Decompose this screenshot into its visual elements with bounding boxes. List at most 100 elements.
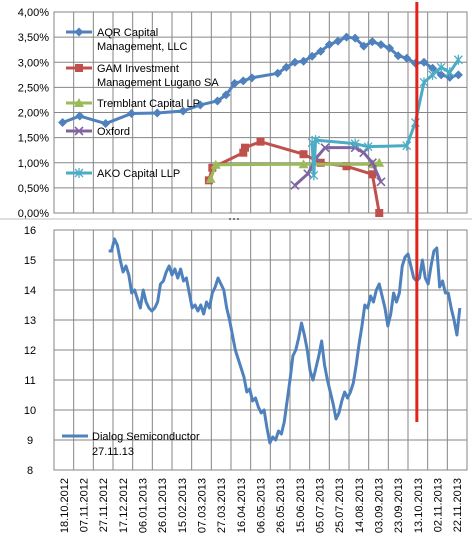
top-series-0-point bbox=[58, 118, 68, 128]
bottom-x-tick-label: 26.01.2013 bbox=[157, 478, 169, 533]
top-y-tick-label: 3,00% bbox=[18, 57, 49, 69]
bottom-y-tick-label: 8 bbox=[27, 465, 33, 477]
legend-label-1: GAM Investment bbox=[97, 63, 179, 75]
top-series-4-point bbox=[453, 54, 463, 65]
top-y-tick-label: 0,00% bbox=[18, 208, 49, 220]
bottom-x-tick-label: 06.05.2013 bbox=[256, 478, 268, 533]
top-series-0-point bbox=[436, 70, 446, 80]
top-y-tick-label: 3,50% bbox=[18, 32, 49, 44]
top-series-2-point bbox=[374, 157, 385, 167]
top-series-0-point bbox=[178, 106, 188, 116]
top-series-4-point bbox=[311, 135, 321, 146]
bottom-series-line bbox=[108, 237, 462, 445]
top-series-0-point bbox=[428, 63, 438, 73]
legend-swatch-marker bbox=[74, 126, 84, 136]
top-series-0-point bbox=[126, 109, 136, 119]
bottom-chart: 8 9 10 11 12 13 14 15 16 18.10.2012 07.11.2012 27.1… bbox=[24, 225, 468, 533]
bottom-y-tick-label: 14 bbox=[24, 285, 36, 297]
top-y-tick-label: 1,50% bbox=[18, 133, 49, 145]
top-y-tick-label: 0,50% bbox=[18, 183, 49, 195]
top-series-0-point bbox=[247, 73, 257, 83]
bottom-legend-label-date: 27.11.13 bbox=[92, 446, 134, 458]
bottom-y-tick-label: 13 bbox=[24, 315, 36, 327]
legend-label-3: Oxford bbox=[97, 126, 130, 138]
bottom-x-tick-label: 18.10.2012 bbox=[59, 478, 71, 533]
legend-label-0: Management, LLC bbox=[97, 41, 188, 53]
top-series-0-point bbox=[453, 70, 463, 80]
top-y-tick-label: 2,00% bbox=[18, 108, 49, 120]
top-series-0-point bbox=[367, 37, 377, 47]
top-series-0-line bbox=[62, 35, 459, 126]
bottom-y-tick-label: 15 bbox=[24, 255, 36, 267]
bottom-x-tick-label: 07.11.2012 bbox=[79, 478, 91, 532]
top-series-1-point bbox=[256, 137, 265, 146]
top-series-0-point bbox=[152, 108, 162, 118]
top-series-4-point bbox=[350, 138, 360, 149]
top-series-1-point bbox=[299, 150, 308, 159]
top-series-0-point bbox=[324, 40, 334, 50]
top-series-0-point bbox=[281, 62, 291, 72]
legend-swatch-marker bbox=[74, 98, 84, 107]
bottom-x-tick-label: 02.11.2013 bbox=[433, 478, 445, 532]
bottom-x-tick-label: 23.09.2013 bbox=[393, 478, 405, 533]
top-series-0-point bbox=[212, 96, 222, 106]
bottom-x-tick-label: 03.09.2013 bbox=[374, 478, 386, 533]
top-series-1-point bbox=[316, 158, 325, 167]
bottom-x-tick-label: 22.11.2013 bbox=[452, 478, 464, 532]
top-series-1-point bbox=[241, 143, 250, 152]
bottom-x-tick-label: 06.01.2013 bbox=[138, 478, 150, 533]
bottom-x-tick-label: 05.07.2013 bbox=[315, 478, 327, 533]
bottom-x-tick-label: 17.12.2012 bbox=[118, 478, 130, 533]
top-series-1-line bbox=[207, 140, 381, 214]
top-series-2-point bbox=[210, 159, 221, 169]
top-series-0-point bbox=[101, 119, 111, 129]
bottom-x-tick-label: 26.05.2013 bbox=[275, 478, 287, 533]
top-series-4-point bbox=[363, 141, 373, 152]
bottom-x-tick-label: 14.08.2013 bbox=[354, 478, 366, 533]
top-series-4-point bbox=[436, 62, 446, 73]
top-series-1-point bbox=[342, 162, 351, 171]
top-series-0-point bbox=[359, 41, 369, 51]
top-series-2-point bbox=[298, 159, 309, 169]
bottom-x-tick-label: 07.03.2013 bbox=[197, 478, 209, 533]
top-series-3-point bbox=[290, 180, 300, 190]
top-series-0-point bbox=[342, 32, 352, 42]
top-series-4-point bbox=[309, 170, 319, 181]
top-series-1-point bbox=[375, 209, 384, 217]
top-series-0-point bbox=[230, 78, 240, 88]
top-series-0-point bbox=[75, 111, 85, 121]
legend-label-4: AKO Capital LLP bbox=[97, 168, 180, 180]
bottom-x-tick-label: 15.06.2013 bbox=[295, 478, 307, 533]
bottom-legend-label: Dialog Semiconductor bbox=[92, 431, 200, 443]
top-y-tick-label: 4,00% bbox=[18, 7, 49, 19]
bottom-y-tick-label: 10 bbox=[24, 405, 36, 417]
top-series-0-point bbox=[290, 57, 300, 67]
top-series-1-point bbox=[368, 170, 377, 179]
top-series-0-point bbox=[316, 46, 326, 56]
top-series-0-point bbox=[307, 51, 317, 61]
top-series-0-point bbox=[350, 33, 360, 43]
legend-swatch-marker bbox=[74, 168, 84, 178]
top-series-4-point bbox=[428, 69, 438, 80]
top-series-0-point bbox=[419, 57, 429, 67]
top-series-4-point bbox=[419, 77, 429, 88]
top-series-2-point bbox=[205, 173, 216, 183]
top-series-0-point bbox=[299, 56, 309, 66]
top-y-tick-label: 2,50% bbox=[18, 82, 49, 94]
top-y-tick-label: 1,00% bbox=[18, 158, 49, 170]
top-series-0-point bbox=[238, 76, 248, 86]
bottom-x-tick-label: 27.11.2012 bbox=[98, 478, 110, 532]
top-series-0-point bbox=[393, 51, 403, 61]
top-series-3-point bbox=[367, 158, 377, 168]
top-series-3-point bbox=[359, 148, 369, 158]
legend-swatch-marker bbox=[74, 27, 84, 37]
top-series-0-point bbox=[385, 43, 395, 53]
top-series-0-point bbox=[195, 100, 205, 110]
legend-label-1: Management Lugano SA bbox=[97, 77, 219, 89]
top-series-4-point bbox=[402, 140, 412, 151]
bottom-x-tick-label: 27.03.2013 bbox=[216, 478, 228, 533]
bottom-y-tick-label: 16 bbox=[24, 225, 36, 237]
bottom-y-tick-label: 9 bbox=[27, 435, 33, 447]
